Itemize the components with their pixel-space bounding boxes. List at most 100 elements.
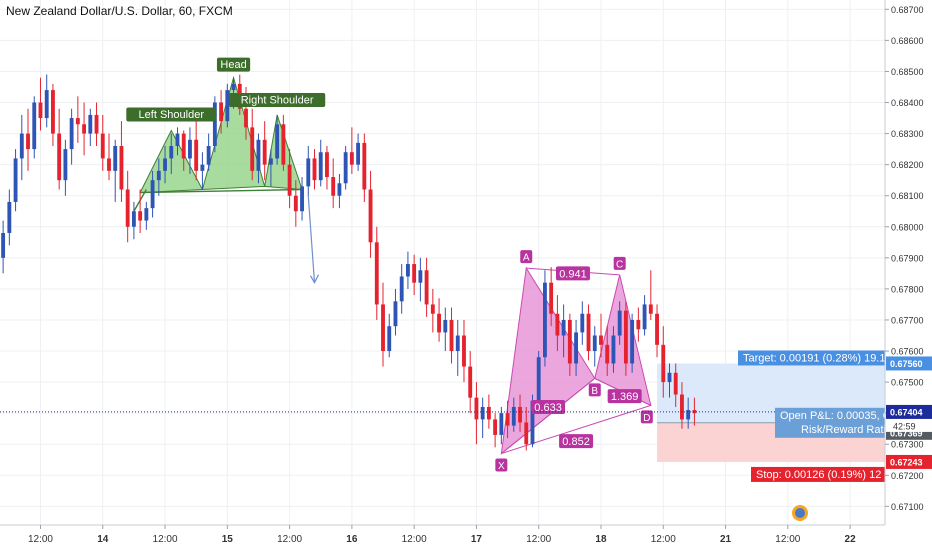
chart-title: New Zealand Dollar/U.S. Dollar, 60, FXCM (6, 4, 233, 18)
candle (7, 189, 12, 246)
stop-label-bg (751, 466, 885, 482)
point-x-label: X (498, 461, 505, 472)
candle (150, 170, 155, 218)
candle (57, 108, 62, 190)
price-axis: 0.68700 0.68600 0.68500 0.68400 0.68300 0.682… (884, 0, 932, 550)
candle-body (94, 114, 99, 134)
candle (63, 139, 68, 196)
ratio-bg (555, 266, 590, 281)
candle (169, 133, 174, 174)
candle (219, 90, 224, 134)
candle-body (374, 242, 379, 305)
candle (51, 83, 55, 147)
candle (468, 351, 473, 414)
price-tag: 0.67560 (890, 359, 923, 369)
candle-body (113, 146, 118, 171)
price-tick-label: 0.67700 (891, 315, 924, 325)
candle (393, 288, 398, 336)
candle (549, 267, 554, 327)
time-tick-label: 22 (845, 534, 857, 545)
candle-body (567, 319, 572, 364)
candle-body (7, 201, 12, 233)
candle (381, 282, 385, 367)
candle (511, 397, 516, 432)
ratio-label: 0.941 (559, 268, 587, 280)
logo-inner (795, 508, 805, 518)
candle (287, 149, 292, 209)
candle-body (231, 83, 236, 91)
point-b-label: B (591, 386, 598, 397)
candle (212, 96, 217, 153)
candle (293, 180, 298, 227)
candle-body (611, 335, 616, 364)
candle-body (418, 270, 423, 283)
candle (1, 220, 6, 274)
candle (75, 96, 80, 143)
candle (82, 102, 87, 156)
candle-body (219, 102, 224, 122)
candle-body (648, 304, 653, 314)
head-triangle (201, 75, 266, 191)
target-label-bg (738, 350, 885, 366)
candle (32, 96, 37, 159)
point-c-bg (613, 256, 626, 270)
candle (636, 307, 641, 342)
candle (630, 313, 635, 373)
candle (362, 133, 367, 202)
candle (412, 254, 417, 296)
candle (505, 400, 510, 439)
price-tag: 0.67404 (890, 407, 923, 417)
target-label: Target: 0.00191 (0.28%) 19.1 (743, 352, 885, 364)
candle-body (69, 118, 74, 150)
candle (449, 307, 454, 364)
candle (418, 257, 423, 302)
candle-body (188, 139, 192, 159)
time-tick-label: 12:00 (28, 534, 53, 545)
candle-body (293, 195, 298, 212)
candle-body (275, 124, 280, 159)
candle (225, 83, 230, 128)
candle (455, 319, 460, 376)
candle (424, 257, 429, 317)
candle-body (393, 301, 398, 327)
price-tick-label: 0.67800 (891, 284, 924, 294)
candle-body (156, 170, 161, 181)
ratio-bg (559, 434, 594, 449)
candle (493, 413, 498, 448)
candle (188, 127, 192, 174)
candle-body (300, 186, 304, 212)
neckline (140, 188, 303, 194)
candle-body (325, 152, 329, 178)
candle-body (150, 180, 155, 209)
candle-body (468, 366, 473, 398)
candle-body (250, 127, 255, 171)
candle-body (194, 139, 199, 171)
candle-body (125, 189, 130, 227)
candle (194, 121, 199, 181)
candle (175, 127, 180, 156)
candle-body (343, 152, 348, 184)
candle-body (32, 102, 37, 150)
candle (300, 177, 304, 221)
candle (430, 288, 435, 333)
candle (131, 201, 136, 240)
candle (26, 108, 30, 171)
candle (592, 326, 597, 367)
candle (524, 406, 529, 451)
candle-body (536, 357, 541, 401)
candle-body (19, 133, 24, 159)
ratio-label: 1.369 (611, 391, 639, 403)
candle (13, 149, 18, 212)
price-tick-label: 0.67600 (891, 347, 924, 357)
candle (113, 139, 118, 202)
right-shoulder-label: Right Shoulder (241, 94, 314, 106)
candle (474, 382, 479, 445)
candle-body (586, 313, 591, 352)
candle-body (505, 413, 510, 426)
time-tick-label: 21 (720, 534, 732, 545)
price-tick-label: 0.67300 (891, 440, 924, 450)
candle (275, 114, 280, 165)
candle (561, 304, 566, 358)
candle (200, 152, 205, 190)
